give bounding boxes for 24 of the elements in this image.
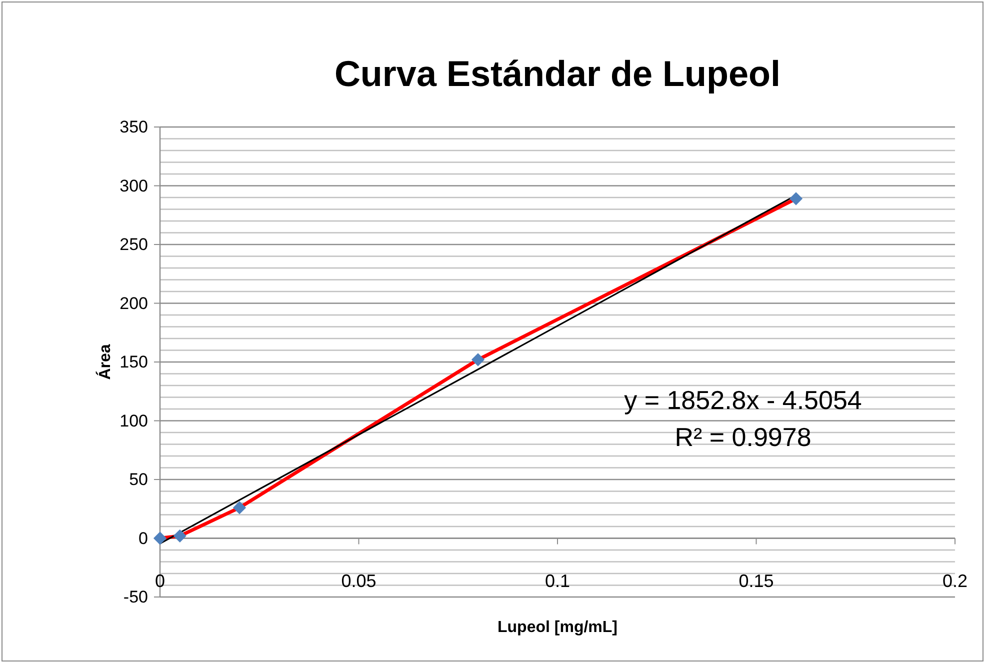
x-tick-label: 0	[154, 571, 166, 591]
point	[232, 501, 246, 514]
x-axis-title: Lupeol [mg/mL]	[498, 619, 618, 636]
point	[471, 353, 485, 366]
annotation: R² = 0.9978	[674, 422, 812, 452]
y-tick-label: 200	[120, 294, 148, 313]
annotation: y = 1852.8x - 4.5054	[624, 385, 862, 415]
x-tick-label: 0.05	[341, 571, 376, 591]
y-tick-label: 150	[120, 352, 148, 372]
y-tick-label: 250	[120, 235, 148, 254]
chart-title: Curva Estándar de Lupeol	[334, 53, 781, 94]
point	[153, 532, 167, 545]
x-tick-label: 0.15	[738, 571, 774, 591]
y-tick-label: -50	[123, 588, 148, 606]
y-tick-label: 350	[120, 118, 148, 136]
x-tick-label: 0.2	[942, 571, 968, 591]
y-tick-label: 300	[120, 176, 148, 196]
y-axis-title: Área	[95, 344, 114, 380]
point	[173, 529, 186, 542]
y-tick-label: 50	[129, 470, 148, 489]
y-tick-label: 0	[138, 528, 148, 548]
x-tick-label: 0.1	[544, 571, 570, 591]
y-tick-label: 100	[120, 411, 148, 430]
point	[789, 192, 803, 206]
